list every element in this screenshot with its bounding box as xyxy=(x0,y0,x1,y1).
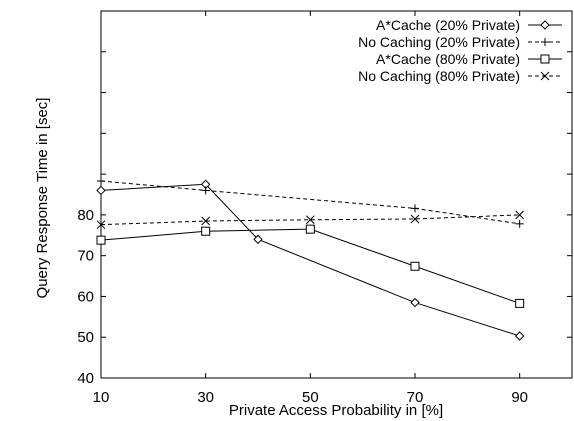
data-point-diamond xyxy=(96,185,106,196)
legend-marker-cross-b xyxy=(540,71,550,81)
data-point-plus xyxy=(515,219,524,228)
x-tick-label: 70 xyxy=(407,389,424,406)
axis-ticks xyxy=(100,11,572,379)
tick-labels: 10 30 50 70 90 40 50 60 70 80 xyxy=(77,207,528,406)
data-point-cross-b xyxy=(410,214,420,224)
y-tick-label: 40 xyxy=(77,370,94,387)
data-point-plus xyxy=(411,204,419,213)
y-tick-label: 80 xyxy=(77,207,94,224)
y-tick-label: 50 xyxy=(77,329,94,346)
legend-marker-square xyxy=(540,54,550,64)
data-point-cross xyxy=(410,214,420,224)
data-point-cross-b xyxy=(305,215,315,225)
y-tick-label: 60 xyxy=(77,288,94,305)
legend-label: A*Cache (20% Private) xyxy=(376,17,520,33)
legend-marker-diamond xyxy=(540,20,550,30)
data-point-diamond xyxy=(253,234,263,245)
y-tick-label: 70 xyxy=(77,248,94,265)
series-line-3 xyxy=(100,228,520,304)
x-tick-label: 90 xyxy=(511,389,528,406)
legend-label: No Caching (20% Private) xyxy=(358,34,520,50)
legend-marker-cross xyxy=(540,71,550,81)
legend-marker-plus xyxy=(541,38,549,46)
series-line-1 xyxy=(100,183,520,337)
data-point-square xyxy=(201,226,211,236)
series-lines xyxy=(100,180,520,337)
x-tick-label: 30 xyxy=(197,389,214,406)
data-point-cross xyxy=(305,215,315,225)
legend-label: No Caching (80% Private) xyxy=(358,68,520,84)
data-point-diamond xyxy=(514,331,525,341)
x-tick-label: 10 xyxy=(93,389,110,406)
data-point-cross xyxy=(515,210,525,220)
data-point-cross xyxy=(96,220,106,230)
x-tick-label: 50 xyxy=(302,389,319,406)
legend-label: A*Cache (80% Private) xyxy=(376,51,520,67)
data-point-cross-b xyxy=(201,216,211,226)
series-markers xyxy=(96,177,525,341)
data-point-square xyxy=(96,235,106,245)
data-point-diamond xyxy=(410,297,420,308)
data-point-plus xyxy=(97,177,105,186)
data-point-cross-b xyxy=(96,220,106,230)
series-line-2 xyxy=(100,180,520,225)
data-point-cross-b xyxy=(515,210,525,220)
data-point-square xyxy=(305,224,315,234)
y-axis-label: Query Response Time in [sec] xyxy=(34,98,51,299)
legend: A*Cache (20% Private)No Caching (20% Pri… xyxy=(358,17,562,84)
x-axis-label: Private Access Probability in [%] xyxy=(229,402,443,419)
data-point-square xyxy=(515,298,525,308)
data-point-cross xyxy=(201,216,211,226)
data-point-plus xyxy=(201,186,210,195)
data-point-square xyxy=(410,261,420,271)
